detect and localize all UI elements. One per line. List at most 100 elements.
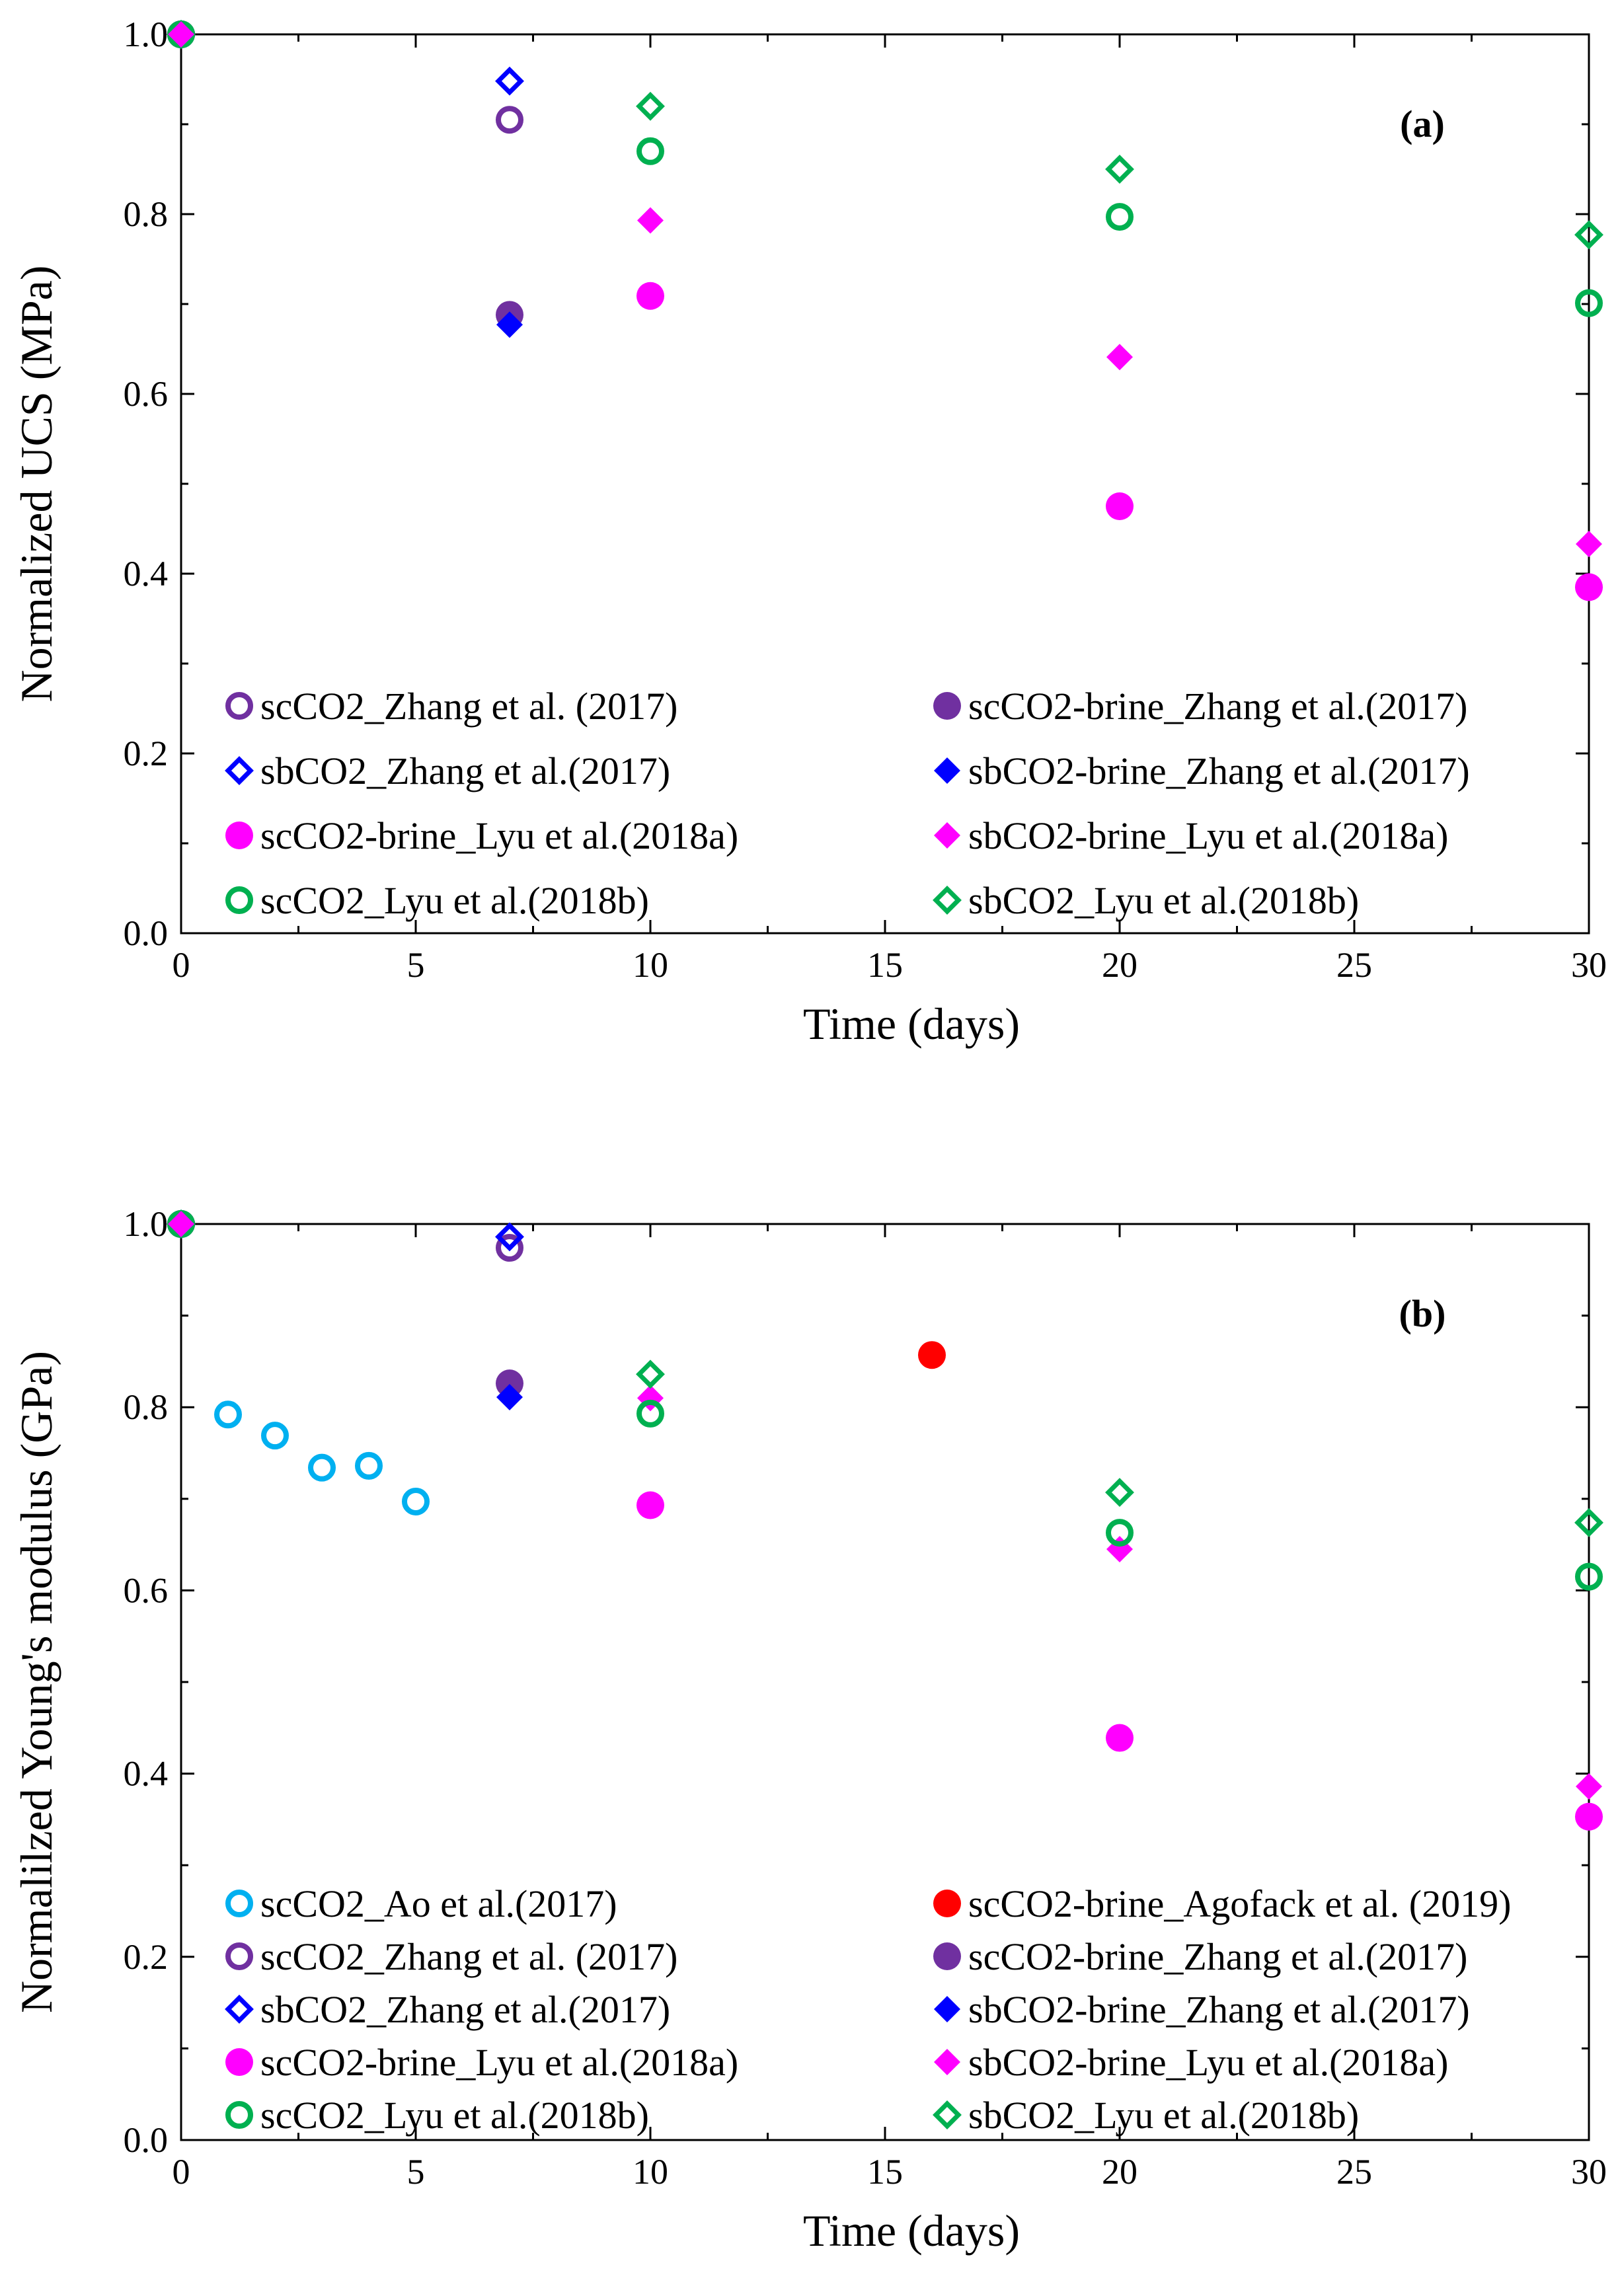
data-point bbox=[496, 1234, 523, 1262]
legend-label: scCO2_Zhang et al. (2017) bbox=[260, 1935, 677, 1978]
series-8 bbox=[167, 1210, 1603, 1591]
data-point bbox=[637, 207, 664, 234]
legend-label: scCO2-brine_Lyu et al.(2018a) bbox=[260, 2041, 738, 2084]
x-tick-label: 20 bbox=[1102, 2152, 1137, 2192]
data-point bbox=[1106, 492, 1134, 520]
legend-label: sbCO2-brine_Lyu et al.(2018a) bbox=[968, 2041, 1448, 2084]
x-tick-label: 5 bbox=[407, 945, 425, 985]
legend-marker bbox=[225, 1890, 253, 1917]
legend-item: sbCO2-brine_Lyu et al.(2018a) bbox=[934, 814, 1448, 857]
y-tick-label: 0.2 bbox=[124, 1937, 169, 1977]
legend-label: scCO2_Zhang et al. (2017) bbox=[260, 685, 677, 728]
data-point bbox=[496, 311, 523, 338]
data-point bbox=[1575, 1562, 1603, 1591]
x-tick-label: 25 bbox=[1336, 2152, 1372, 2192]
data-point bbox=[1105, 155, 1134, 184]
legend-item: scCO2-brine_Zhang et al.(2017) bbox=[933, 1935, 1467, 1978]
legend-item: sbCO2_Zhang et al.(2017) bbox=[225, 1988, 670, 2031]
data-point bbox=[636, 137, 664, 165]
x-tick-label: 10 bbox=[633, 2152, 668, 2192]
data-point bbox=[168, 1211, 194, 1237]
series-1 bbox=[918, 1341, 946, 1369]
data-point bbox=[1105, 1478, 1134, 1508]
legend-label: sbCO2_Lyu et al.(2018b) bbox=[968, 879, 1359, 922]
data-point bbox=[1576, 531, 1602, 558]
legend-label: sbCO2_Zhang et al.(2017) bbox=[260, 1988, 670, 2031]
series-2 bbox=[167, 1210, 523, 1262]
data-point bbox=[1574, 220, 1603, 250]
data-point bbox=[168, 21, 194, 48]
legend-marker bbox=[933, 1890, 961, 1917]
legend-label: sbCO2_Zhang et al.(2017) bbox=[260, 749, 670, 792]
legend-marker bbox=[933, 1942, 961, 1970]
legend-label: scCO2-brine_Zhang et al.(2017) bbox=[968, 1935, 1467, 1978]
legend-item: scCO2-brine_Agofack et al. (2019) bbox=[933, 1882, 1511, 1925]
data-point bbox=[1575, 289, 1603, 317]
legend-marker bbox=[934, 1996, 960, 2022]
legend-marker bbox=[225, 2101, 253, 2129]
data-point bbox=[636, 91, 665, 121]
series-4 bbox=[167, 1209, 524, 1252]
legend-label: sbCO2-brine_Zhang et al.(2017) bbox=[968, 749, 1470, 792]
series-7 bbox=[167, 20, 1603, 250]
legend: scCO2_Zhang et al. (2017) scCO2-brine_Zha… bbox=[225, 685, 1470, 922]
series-9 bbox=[168, 21, 194, 48]
data-point bbox=[1106, 1724, 1134, 1752]
legend-marker bbox=[225, 756, 254, 785]
data-point bbox=[918, 1341, 946, 1369]
legend-marker bbox=[933, 2100, 962, 2129]
series-3 bbox=[168, 21, 523, 338]
data-point bbox=[495, 66, 524, 96]
data-point bbox=[402, 1487, 430, 1515]
legend-item: sbCO2-brine_Lyu et al.(2018a) bbox=[934, 2041, 1448, 2084]
legend-item: scCO2_Lyu et al.(2018b) bbox=[225, 2094, 649, 2137]
plot-frame bbox=[180, 33, 1590, 935]
data-point bbox=[1576, 1773, 1602, 1800]
legend-label: scCO2-brine_Zhang et al.(2017) bbox=[968, 685, 1467, 728]
legend-marker bbox=[933, 692, 961, 720]
data-point bbox=[636, 1359, 665, 1389]
series-0 bbox=[214, 1400, 430, 1515]
series-4 bbox=[167, 20, 1603, 601]
y-tick-label: 0.0 bbox=[124, 2120, 169, 2160]
legend-marker bbox=[225, 1942, 253, 1970]
series-1 bbox=[167, 20, 523, 329]
legend-item: scCO2_Zhang et al. (2017) bbox=[225, 685, 677, 728]
legend-marker bbox=[934, 822, 960, 849]
legend-label: scCO2_Lyu et al.(2018b) bbox=[260, 879, 649, 922]
y-tick-label: 0.0 bbox=[124, 913, 169, 953]
data-point bbox=[496, 1369, 523, 1398]
legend-item: scCO2_Ao et al.(2017) bbox=[225, 1882, 617, 1925]
x-axis-title: Time (days) bbox=[803, 999, 1020, 1049]
x-tick-label: 20 bbox=[1102, 945, 1137, 985]
data-point bbox=[1106, 203, 1134, 231]
legend-item: scCO2-brine_Lyu et al.(2018a) bbox=[225, 2041, 738, 2084]
series-7 bbox=[168, 1211, 1602, 1800]
data-point bbox=[495, 1222, 524, 1252]
data-point bbox=[1106, 1519, 1134, 1547]
panel-a: 0 5 10 15 20 25 30 0.0 0.2 0.4 0.6 0.8 1.0 Time (days… bbox=[11, 15, 1607, 1049]
legend-label: sbCO2-brine_Lyu et al.(2018a) bbox=[968, 814, 1448, 857]
y-tick-label: 0.4 bbox=[124, 554, 169, 593]
y-tick-label: 0.8 bbox=[124, 1387, 169, 1427]
series-5 bbox=[168, 1211, 523, 1410]
data-point bbox=[261, 1422, 289, 1450]
y-axis-title: Normalilzed Young's modulus (GPa) bbox=[11, 1351, 61, 2013]
legend-marker bbox=[225, 2048, 253, 2076]
legend-label: scCO2-brine_Agofack et al. (2019) bbox=[968, 1882, 1511, 1925]
legend: scCO2_Ao et al.(2017) scCO2-brine_Agofack… bbox=[225, 1882, 1511, 2137]
x-tick-label: 15 bbox=[867, 945, 903, 985]
legend-item: scCO2-brine_Zhang et al.(2017) bbox=[933, 685, 1467, 728]
series-5 bbox=[168, 21, 1602, 558]
legend-marker bbox=[934, 2049, 960, 2075]
series-11 bbox=[168, 1211, 194, 1237]
panel-label: (a) bbox=[1400, 102, 1445, 145]
series-6 bbox=[167, 20, 1603, 317]
legend-label: scCO2_Ao et al.(2017) bbox=[260, 1882, 617, 1925]
y-tick-label: 0.8 bbox=[124, 194, 169, 234]
x-tick-label: 0 bbox=[173, 945, 190, 985]
x-tick-label: 15 bbox=[867, 2152, 903, 2192]
x-tick-label: 5 bbox=[407, 2152, 425, 2192]
y-tick-label: 0.6 bbox=[124, 1570, 169, 1610]
data-point bbox=[355, 1451, 383, 1480]
